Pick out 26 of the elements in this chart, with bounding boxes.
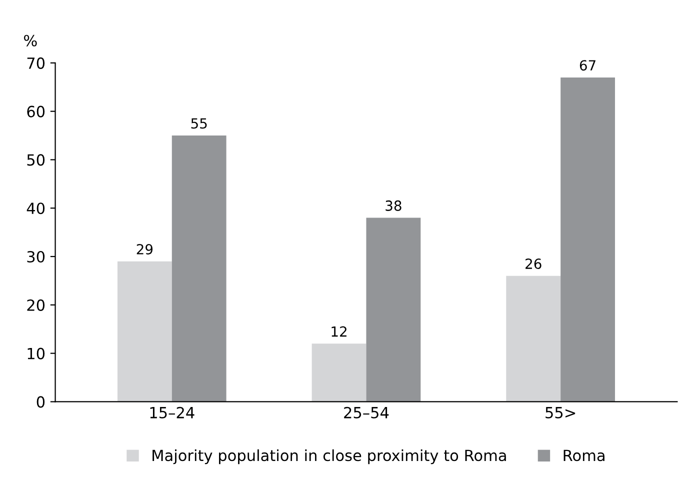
y-axis-title: % <box>24 34 37 46</box>
y-tick-label: 40 <box>26 202 45 214</box>
bar <box>172 136 226 402</box>
bar <box>312 344 366 402</box>
x-tick-label: 55> <box>546 407 576 418</box>
x-tick-label: 15–24 <box>150 406 194 418</box>
data-label: 29 <box>136 244 153 254</box>
bar <box>560 77 615 402</box>
data-label: 67 <box>580 60 596 71</box>
y-tick-label: 10 <box>28 348 45 360</box>
x-tick-label: 25–54 <box>344 406 389 418</box>
y-tick-label: 70 <box>27 57 45 69</box>
data-label: 12 <box>332 326 346 337</box>
y-tick-label: 60 <box>27 106 45 118</box>
y-tick-label: 0 <box>36 396 45 408</box>
y-tick-label: 20 <box>27 299 45 311</box>
legend-label: Majority population in close proximity to Roma <box>152 449 506 464</box>
y-tick-label: 30 <box>27 250 45 263</box>
data-label: 26 <box>526 258 542 270</box>
bar <box>117 261 172 402</box>
bar <box>366 218 421 402</box>
data-label: 38 <box>386 200 402 211</box>
bar <box>506 276 561 402</box>
data-label: 55 <box>191 118 207 129</box>
y-tick-label: 50 <box>27 154 45 166</box>
legend-label: Roma <box>564 450 604 462</box>
